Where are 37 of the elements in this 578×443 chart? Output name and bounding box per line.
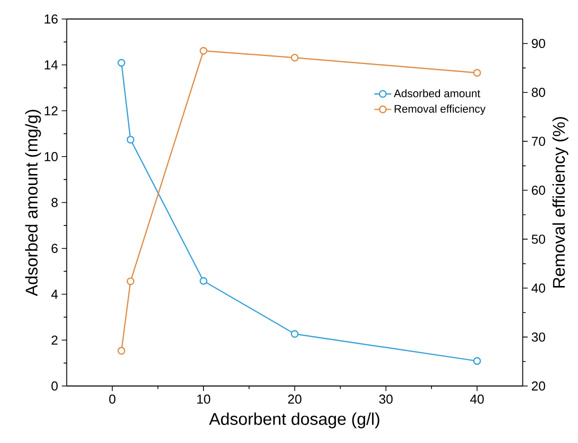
point [290,330,299,338]
y2-tick-label: 70 [532,136,546,146]
x-tick-label: 0 [109,394,116,404]
y2-axis-title: Removal efficiency (%) [552,117,568,288]
y-tick-label: 4 [51,290,58,299]
y-tick-label: 2 [52,336,58,345]
x-axis-title: Adsorbent dosage (g/l) [209,412,380,428]
y2-tick-label: 80 [532,88,546,97]
x-tick-label: 10 [197,394,210,404]
point [290,54,299,62]
point [118,58,126,67]
y2-tick-label: 60 [532,186,546,195]
y-tick-label: 16 [44,14,58,24]
legend-label: Removal efficiency [394,104,486,115]
x-tick-label: 30 [379,394,393,404]
y-tick-label: 0 [51,381,58,391]
point [473,68,481,77]
legend-label: Adsorbed amount [394,89,480,98]
y2-tick-label: 50 [532,234,546,244]
y2-tick-label: 30 [532,332,546,342]
x-tick-label: 20 [288,394,302,404]
point [200,46,208,55]
y-tick-label: 8 [52,198,58,208]
x-tick-label: 40 [470,394,484,404]
y2-tick-label: 20 [532,381,546,391]
y-axis-title: Adsorbed amount (mg/g) [25,110,41,296]
y2-tick-label: 90 [532,38,546,48]
point [118,346,126,355]
point [473,357,481,365]
y-tick-label: 14 [44,60,58,70]
y2-tick-label: 40 [532,284,546,293]
point [126,277,134,286]
y-tick-label: 6 [52,244,58,253]
point [126,136,134,144]
point [200,277,208,285]
y-tick-label: 12 [44,106,58,116]
y-tick-label: 10 [44,152,58,162]
